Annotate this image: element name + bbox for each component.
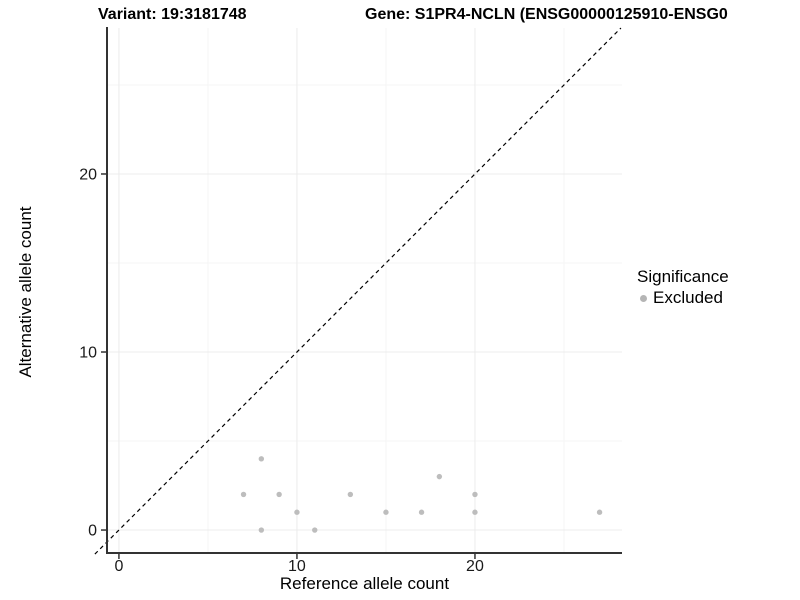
excluded-point-icon <box>637 291 651 305</box>
data-point <box>312 527 318 533</box>
data-point <box>436 473 443 480</box>
legend: Significance Excluded <box>637 266 729 308</box>
data-point <box>418 509 425 515</box>
data-point <box>472 509 478 515</box>
data-point <box>276 491 282 498</box>
legend-title: Significance <box>637 267 729 286</box>
data-point <box>258 456 265 462</box>
data-point <box>383 509 389 515</box>
legend-item-excluded: Excluded <box>637 288 729 308</box>
data-point <box>258 527 265 533</box>
data-point <box>596 509 603 515</box>
gene-title: Gene: S1PR4-NCLN (ENSG00000125910-ENSG0 <box>365 6 728 23</box>
legend-item-label: Excluded <box>653 288 723 307</box>
variant-title: Variant: 19:3181748 <box>98 6 247 23</box>
y-axis-title: Alternative allele count <box>16 206 35 378</box>
y-tick-label: 10 <box>79 345 97 362</box>
identity-dashed-line <box>94 27 622 555</box>
data-point <box>240 491 247 498</box>
data-point <box>472 491 478 498</box>
data-point <box>294 509 300 515</box>
data-point <box>347 491 354 498</box>
y-tick-label: 0 <box>88 523 97 540</box>
x-tick-label: 20 <box>466 558 484 575</box>
x-tick-label: 10 <box>288 558 306 575</box>
y-tick-label: 20 <box>79 166 97 183</box>
x-axis-title: Reference allele count <box>279 574 450 593</box>
x-tick-label: 0 <box>114 558 123 575</box>
